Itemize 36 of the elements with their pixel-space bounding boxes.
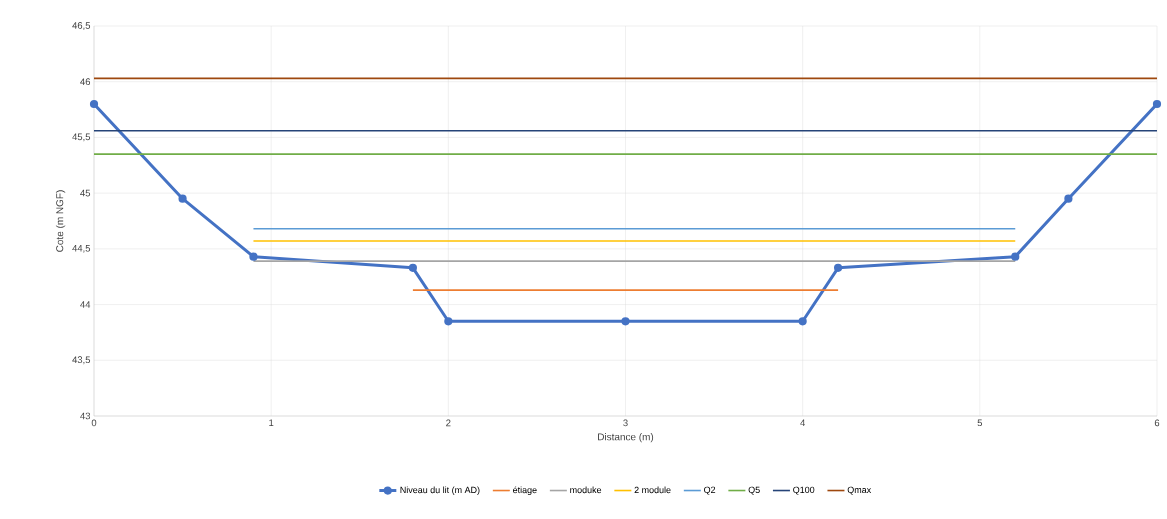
- legend-label: moduke: [570, 486, 602, 494]
- x-tick-label: 4: [800, 419, 806, 427]
- y-tick-label: 45: [80, 189, 91, 197]
- y-tick-label: 44,5: [72, 244, 91, 253]
- legend-label: Niveau du lit (m AD): [400, 486, 480, 495]
- y-tick-label: 45,5: [72, 133, 91, 142]
- x-tick-label: 6: [1154, 419, 1160, 427]
- x-tick-label: 3: [623, 419, 628, 427]
- y-tick-label: 46: [80, 78, 91, 86]
- point: [1064, 194, 1073, 203]
- legend-label: Q100: [793, 486, 815, 495]
- y-tick-label: 43,5: [72, 356, 91, 365]
- point: [1011, 252, 1020, 261]
- point: [798, 317, 807, 326]
- point: [444, 317, 453, 326]
- y-tick-label: 44: [80, 301, 91, 308]
- point: [249, 252, 258, 261]
- x-tick-label: 0: [91, 419, 97, 427]
- point: [621, 317, 630, 326]
- point: [89, 99, 99, 109]
- x-axis-title: Distance (m): [598, 433, 654, 443]
- legend-label: Q2: [704, 486, 716, 495]
- legend-label: Qmax: [847, 486, 872, 495]
- legend-label: Q5: [748, 486, 760, 495]
- x-tick-label: 1: [269, 419, 274, 427]
- legend-label: étiage: [513, 486, 537, 495]
- legend-label: 2 module: [634, 486, 671, 494]
- point: [1152, 99, 1162, 109]
- x-tick-label: 5: [977, 419, 983, 427]
- x-tick-label: 2: [446, 419, 451, 427]
- point: [178, 194, 187, 203]
- y-axis-title: Cote (m NGF): [55, 190, 66, 252]
- y-tick-label: 43: [80, 412, 91, 420]
- point: [408, 263, 417, 272]
- y-tick-label: 46,5: [72, 22, 91, 30]
- point: [833, 263, 843, 272]
